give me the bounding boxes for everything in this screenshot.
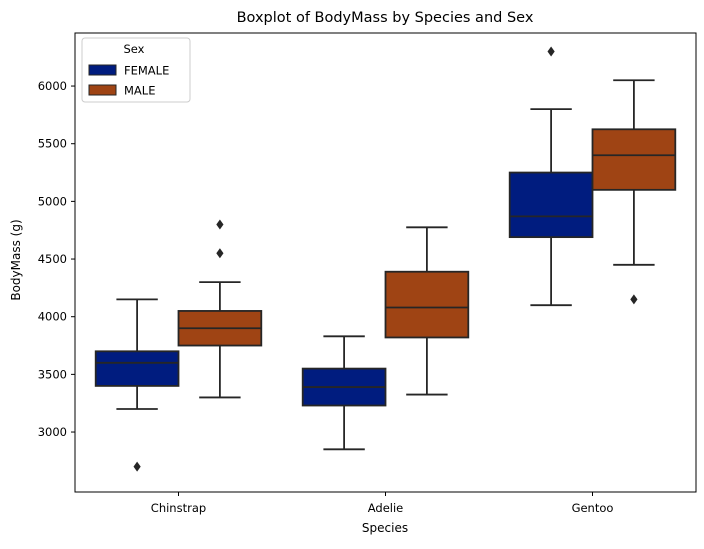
box-female-chinstrap — [94, 298, 180, 472]
legend-title: Sex — [124, 42, 145, 56]
box-female-adelie — [301, 335, 387, 451]
legend-label-male: MALE — [124, 84, 155, 98]
plot-area — [94, 46, 677, 472]
outlier-point — [216, 248, 224, 259]
y-tick-label: 5500 — [38, 137, 67, 151]
box-body — [508, 171, 594, 239]
y-tick-label: 4000 — [38, 310, 67, 324]
box-male-chinstrap — [177, 219, 263, 399]
y-tick-label: 3000 — [38, 425, 67, 439]
legend-swatch-male — [88, 84, 117, 96]
outlier-point — [216, 219, 224, 230]
box-male-gentoo — [591, 79, 677, 305]
box-female-gentoo — [508, 46, 594, 307]
x-tick-label: Adelie — [368, 501, 404, 515]
chart-title: Boxplot of BodyMass by Species and Sex — [237, 10, 534, 26]
x-tick-label: Chinstrap — [151, 501, 206, 515]
y-tick-label: 5000 — [38, 194, 67, 208]
box-male-adelie — [384, 226, 470, 396]
outlier-point — [133, 461, 141, 472]
y-axis-label: BodyMass (g) — [9, 219, 23, 300]
y-tick-label: 3500 — [38, 367, 67, 381]
outlier-point — [547, 46, 555, 57]
outlier-point — [630, 294, 638, 305]
legend: Sex FEMALE MALE — [81, 37, 191, 103]
box-body — [591, 128, 677, 191]
y-tick-label: 4500 — [38, 252, 67, 266]
axes: 3000 3500 4000 4500 5000 5500 6000 Chinstrap Ade… — [38, 32, 697, 515]
x-axis-label: Species — [362, 521, 408, 535]
legend-label-female: FEMALE — [124, 64, 169, 78]
x-tick-label: Gentoo — [572, 501, 614, 515]
legend-swatch-female — [88, 64, 117, 76]
box-body — [384, 270, 470, 339]
y-tick-label: 6000 — [38, 79, 67, 93]
box-body — [94, 350, 180, 387]
